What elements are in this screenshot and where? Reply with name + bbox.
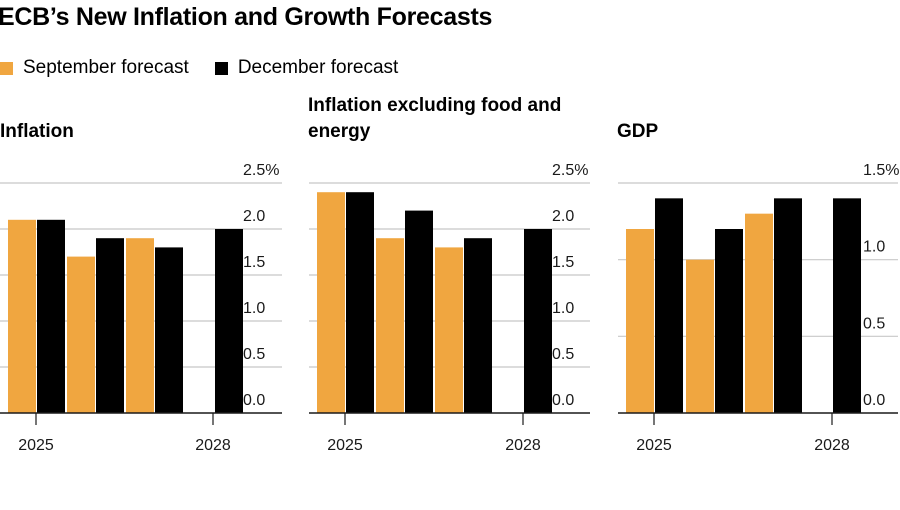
- y-tick-label: 1.5: [243, 254, 265, 271]
- bar-september: [376, 238, 404, 413]
- y-tick-label: 2.0: [243, 208, 265, 225]
- panel-title-line: Inflation excluding food and: [308, 95, 562, 116]
- bar-september: [435, 247, 463, 413]
- y-tick-label: 1.0: [243, 300, 265, 317]
- bar-september: [626, 229, 654, 413]
- bar-september: [126, 238, 154, 413]
- y-tick-label: 0.5: [863, 315, 885, 332]
- y-tick-label: 1.5: [552, 254, 574, 271]
- bar-september: [745, 213, 773, 413]
- bar-december: [37, 219, 65, 413]
- legend-label-september: September forecast: [23, 57, 189, 78]
- bar-december: [346, 192, 374, 413]
- bar-december: [715, 229, 743, 413]
- panel-title-gdp: GDP: [617, 119, 658, 145]
- legend-item-september: September forecast: [0, 57, 189, 79]
- legend-swatch-december: [214, 61, 228, 75]
- bar-september: [8, 219, 36, 413]
- bar-december: [774, 198, 802, 413]
- bar-december: [464, 238, 492, 413]
- chart-title: ECB’s New Inflation and Growth Forecasts: [0, 3, 493, 31]
- legend-swatch-september: [0, 61, 13, 75]
- y-tick-label: 1.0: [863, 239, 885, 256]
- bar-december: [524, 229, 552, 413]
- legend-label-december: December forecast: [237, 57, 399, 78]
- bar-december: [833, 198, 861, 413]
- bar-december: [155, 247, 183, 413]
- y-tick-label: 0.0: [552, 392, 574, 409]
- bar-december: [405, 210, 433, 413]
- x-tick-label: 2025: [327, 437, 363, 454]
- legend-item-december: December forecast: [214, 57, 399, 79]
- panel-title-core-inflation: Inflation excluding food and energy: [308, 93, 561, 145]
- panel-title-inflation: Inflation: [0, 119, 74, 145]
- bar-september: [67, 256, 95, 413]
- panel-title-line: Inflation: [0, 121, 74, 142]
- x-tick-label: 2028: [195, 437, 231, 454]
- y-tick-label: 2.0: [552, 208, 574, 225]
- bar-september: [317, 192, 345, 413]
- x-tick-label: 2025: [636, 437, 672, 454]
- y-tick-label: 0.0: [243, 392, 265, 409]
- bar-december: [215, 229, 243, 413]
- x-tick-label: 2028: [814, 437, 850, 454]
- y-tick-label: 1.0: [552, 300, 574, 317]
- panel-title-line: GDP: [617, 121, 659, 142]
- x-tick-label: 2025: [18, 437, 54, 454]
- panel-title-line: energy: [308, 121, 371, 142]
- legend: September forecast December forecast: [0, 55, 424, 81]
- y-tick-label: 2.5%: [552, 162, 588, 179]
- bar-december: [96, 238, 124, 413]
- bar-september: [686, 259, 714, 413]
- x-tick-label: 2028: [505, 437, 541, 454]
- y-tick-label: 1.5%: [863, 162, 899, 179]
- y-tick-label: 0.5: [243, 346, 265, 363]
- bar-december: [655, 198, 683, 413]
- y-tick-label: 0.5: [552, 346, 574, 363]
- y-tick-label: 2.5%: [243, 162, 279, 179]
- y-tick-label: 0.0: [863, 392, 885, 409]
